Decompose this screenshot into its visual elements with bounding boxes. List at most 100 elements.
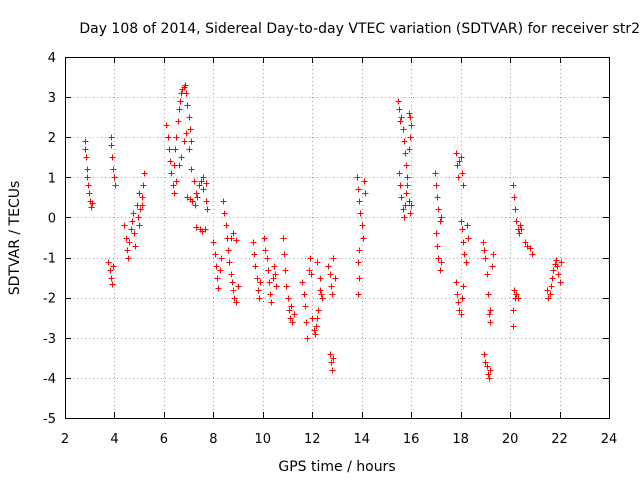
data-point [173,178,180,185]
data-point [256,295,263,302]
data-point [517,222,524,229]
data-point [355,291,362,298]
data-point [167,158,174,165]
data-point [230,230,237,237]
data-point [403,162,410,169]
data-point [137,206,144,213]
data-point [176,162,183,169]
data-point [130,210,137,217]
data-point [231,295,238,302]
data-point [485,371,492,378]
data-point [511,194,518,201]
data-point [273,283,280,290]
x-tick-label: 22 [551,432,568,447]
data-point [486,311,493,318]
data-point [400,206,407,213]
data-point [434,194,441,201]
data-point [460,182,467,189]
data-point [175,118,182,125]
data-point [186,146,193,153]
x-tick-label: 20 [502,432,519,447]
data-point [105,259,112,266]
data-point [454,291,461,298]
data-point [233,237,240,244]
data-point [545,295,552,302]
data-point [329,367,336,374]
data-point [544,287,551,294]
data-point [407,114,414,121]
data-point [85,182,92,189]
data-point [265,267,272,274]
data-point [250,239,257,246]
data-point [177,98,184,105]
data-point [513,218,520,225]
x-tick-label: 12 [304,432,321,447]
data-point [252,263,259,270]
data-point [214,275,221,282]
data-point [86,190,93,197]
data-point [125,255,132,262]
data-point [510,323,517,330]
data-point [163,122,170,129]
y-tick-label: -1 [43,252,56,267]
data-point [325,263,332,270]
data-point [107,267,114,274]
data-point [264,255,271,262]
data-point [317,275,324,282]
x-tick-label: 4 [110,432,118,447]
y-tick-label: -5 [43,412,56,427]
chart-title: Day 108 of 2014, Sidereal Day-to-day VTE… [79,21,640,37]
data-point [433,230,440,237]
data-point [315,307,322,314]
data-point [108,142,115,149]
data-point [481,351,488,358]
data-point [112,182,119,189]
data-point [314,315,321,322]
data-point [109,281,116,288]
data-point [110,166,117,173]
data-point [513,291,520,298]
data-point [455,174,462,181]
data-point [312,331,319,338]
data-point [356,247,363,254]
x-tick-label: 24 [601,432,618,447]
data-point [328,359,335,366]
data-point [194,194,201,201]
data-point [549,275,556,282]
data-point [433,182,440,189]
data-point [518,226,525,233]
data-point [308,271,315,278]
data-point [489,263,496,270]
y-tick-label: -3 [43,332,56,347]
data-point [124,247,131,254]
data-point [404,182,411,189]
data-point [438,214,445,221]
y-tick-label: 3 [48,91,56,106]
data-point [188,138,195,145]
data-point [282,267,289,274]
data-point [280,235,287,242]
data-point [407,134,414,141]
data-point [172,146,179,153]
data-point [328,283,335,290]
data-point [512,206,519,213]
data-point [330,355,337,362]
data-point [193,190,200,197]
data-point [288,303,295,310]
data-point [286,307,293,314]
data-point [408,202,415,209]
data-point [135,214,142,221]
data-point [168,170,175,177]
data-point [129,218,136,225]
y-axis-label: SDTVAR / TECUs [7,181,23,296]
data-point [84,166,91,173]
data-point [262,247,269,254]
data-point [108,275,115,282]
data-point [83,154,90,161]
data-point [458,154,465,161]
data-point [183,90,190,97]
y-tick-label: 1 [48,171,56,186]
data-point [301,291,308,298]
data-point [228,271,235,278]
